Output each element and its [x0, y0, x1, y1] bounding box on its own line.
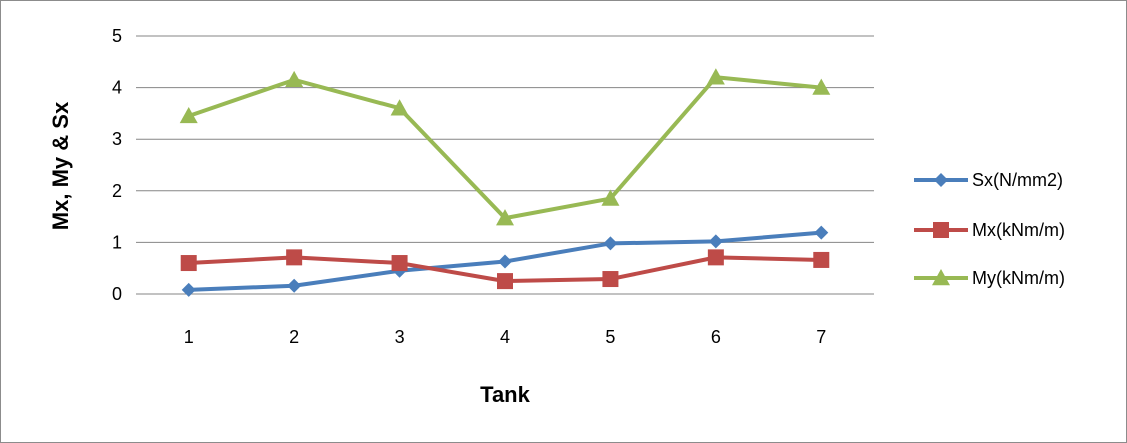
x-axis-ticks: 1 2 3 4 5 6 7 [184, 327, 827, 347]
legend-label: Mx(kNm/m) [972, 220, 1065, 240]
legend-item-0: Sx(N/mm2) [914, 170, 1063, 190]
data-point [390, 99, 409, 116]
series-0 [181, 225, 829, 297]
legend-label: Sx(N/mm2) [972, 170, 1063, 190]
x-tick-label: 4 [500, 327, 510, 347]
y-tick-label: 2 [112, 181, 122, 201]
x-tick-label: 5 [605, 327, 615, 347]
x-tick-label: 7 [816, 327, 826, 347]
x-tick-label: 1 [184, 327, 194, 347]
data-point [813, 251, 830, 268]
data-point [706, 68, 725, 85]
y-tick-label: 5 [112, 26, 122, 46]
x-tick-label: 3 [395, 327, 405, 347]
data-point [496, 209, 514, 226]
data-point [180, 255, 197, 272]
data-point [181, 282, 196, 297]
y-axis-ticks: 0 1 2 3 4 5 [112, 26, 122, 304]
legend-marker [934, 173, 948, 187]
data-point [179, 106, 198, 124]
series-2 [179, 68, 831, 226]
y-tick-label: 1 [112, 232, 122, 252]
data-point [812, 78, 831, 95]
y-tick-label: 4 [112, 78, 122, 98]
y-tick-label: 0 [112, 284, 122, 304]
legend: Sx(N/mm2) Mx(kNm/m) My(kNm/m) [914, 170, 1065, 288]
legend-marker [932, 269, 950, 286]
x-tick-label: 6 [711, 327, 721, 347]
data-point [391, 255, 408, 272]
legend-label: My(kNm/m) [972, 268, 1065, 288]
data-point [497, 273, 513, 290]
data-point [814, 225, 829, 240]
data-point [287, 278, 302, 293]
data-point [707, 249, 724, 266]
data-point [601, 189, 620, 206]
x-axis-title: Tank [480, 382, 530, 407]
series-group [179, 68, 831, 297]
data-point [286, 249, 303, 266]
data-point [708, 234, 723, 249]
legend-item-2: My(kNm/m) [914, 268, 1065, 288]
data-point [603, 236, 618, 251]
legend-marker [933, 222, 949, 238]
data-point [602, 271, 619, 288]
data-point [498, 254, 512, 269]
data-point [285, 70, 304, 88]
series-line [188, 75, 822, 221]
y-axis-title: Mx, My & Sx [48, 101, 73, 230]
series-1 [180, 249, 830, 290]
x-tick-label: 2 [289, 327, 299, 347]
gridlines [136, 35, 874, 295]
y-tick-label: 3 [112, 129, 122, 149]
legend-item-1: Mx(kNm/m) [914, 220, 1065, 240]
